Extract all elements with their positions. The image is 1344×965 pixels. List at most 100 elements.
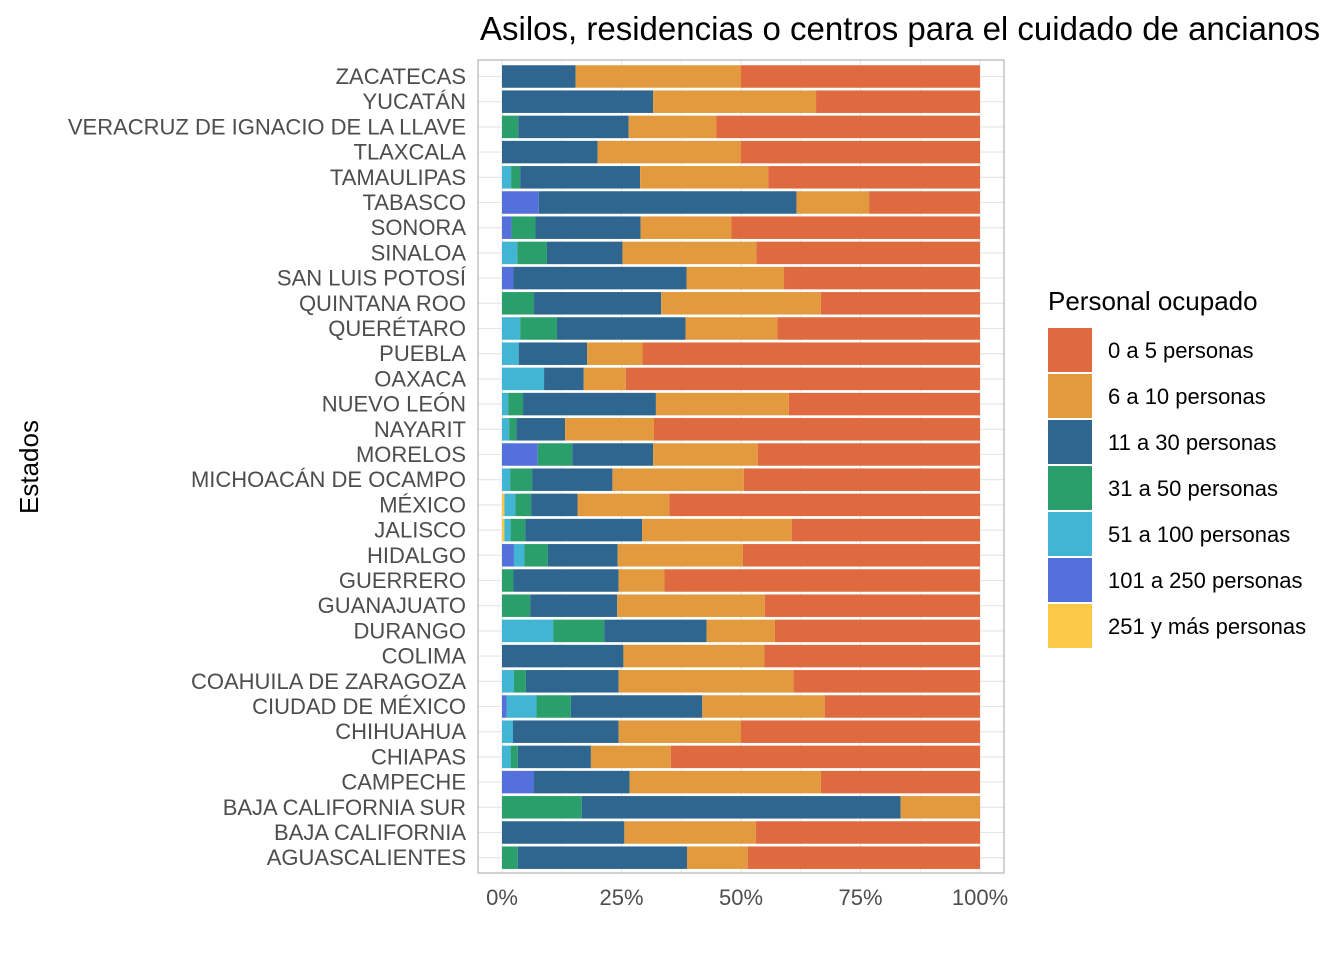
bar-segment (535, 216, 641, 239)
legend-label: 51 a 100 personas (1108, 522, 1290, 547)
legend-swatch (1048, 512, 1092, 556)
bar-segment (510, 745, 518, 769)
y-tick-label: CAMPECHE (341, 770, 466, 795)
bar-segment (502, 821, 625, 844)
y-tick-label: NUEVO LEÓN (322, 392, 466, 417)
bar-segment (553, 619, 605, 643)
bar-segment (625, 367, 980, 391)
panel-border (477, 59, 1005, 874)
bar-segment (743, 468, 980, 491)
bar-segment (512, 720, 619, 743)
bar-segment (502, 745, 511, 769)
bar-segment (764, 594, 980, 617)
bar-segment (623, 644, 765, 668)
bar-segment (502, 770, 535, 794)
y-tick-label: SAN LUIS POTOSÍ (277, 266, 467, 291)
bar-segment (502, 644, 624, 668)
bar-segment (622, 241, 757, 265)
bar-segment (624, 821, 756, 844)
bar-segment (513, 569, 619, 592)
bar-segment (520, 166, 641, 189)
y-tick-label: VERACRUZ DE IGNACIO DE LA LLAVE (68, 114, 466, 139)
bar-segment (502, 846, 518, 869)
y-tick-label: TABASCO (362, 190, 466, 215)
legend-swatch (1048, 604, 1092, 648)
bar-segment (583, 367, 626, 391)
bar-segment (517, 745, 591, 769)
bar-segment (534, 292, 662, 315)
legend-swatch (1048, 420, 1092, 464)
y-tick-label: JALISCO (374, 518, 466, 543)
bar-segment (502, 619, 554, 643)
bar-segment (515, 493, 532, 517)
bar-segment (534, 770, 630, 794)
bar-segment (640, 216, 732, 239)
y-tick-label: MICHOACÁN DE OCAMPO (191, 467, 466, 492)
bar-segment (510, 468, 533, 491)
bar-segment (565, 418, 655, 441)
bar-segment (757, 443, 980, 466)
bar-segment (502, 115, 519, 139)
legend: Personal ocupado 0 a 5 personas 6 a 10 pe… (1048, 286, 1306, 648)
y-tick-label: BAJA CALIFORNIA (274, 820, 466, 845)
bar-segment (502, 216, 512, 239)
y-tick-label: MÉXICO (379, 492, 466, 517)
bar-segment (816, 90, 980, 113)
bar-segment (502, 594, 531, 617)
y-tick-label: MORELOS (356, 442, 466, 467)
bar-segment (685, 317, 778, 340)
bar-segment (556, 317, 686, 340)
bar-segment (774, 619, 980, 643)
bar-segment (629, 770, 821, 794)
bar-segment (513, 266, 687, 290)
y-tick-label: NAYARIT (374, 417, 466, 442)
x-tick-label: 25% (599, 885, 643, 910)
bar-segment (793, 670, 980, 693)
legend-swatch (1048, 328, 1092, 372)
y-axis-title: Estados (14, 420, 44, 514)
bar-segment (502, 140, 598, 164)
bar-segment (524, 544, 548, 567)
legend-swatch (1048, 558, 1092, 602)
bar-segment (502, 468, 511, 491)
bar-segment (756, 241, 980, 265)
bar-segment (518, 115, 629, 139)
bar-segment (502, 670, 514, 693)
bar-segment (824, 695, 980, 718)
bar-segment (502, 241, 518, 265)
bar-segment (741, 65, 980, 88)
bar-segment (502, 191, 539, 214)
bar-segment (796, 191, 870, 214)
bar-segment (538, 191, 797, 214)
bar-segment (516, 418, 566, 441)
bar-segment (518, 342, 588, 365)
y-tick-label: PUEBLA (379, 341, 466, 366)
bar-segment (509, 418, 517, 441)
legend-swatch (1048, 466, 1092, 510)
bar-segment (820, 292, 980, 315)
bar-segment (502, 342, 519, 365)
bar-segment (654, 418, 980, 441)
bar-segment (508, 392, 524, 416)
bar-segment (536, 695, 571, 718)
y-tick-label: QUINTANA ROO (299, 291, 466, 316)
bar-segment (530, 594, 618, 617)
bar-segment (618, 720, 741, 743)
bar-segment (570, 695, 703, 718)
legend-label: 251 y más personas (1108, 614, 1306, 639)
bar-segment (653, 443, 758, 466)
y-tick-label: CIUDAD DE MÉXICO (252, 694, 466, 719)
y-tick-label: COAHUILA DE ZARAGOZA (191, 669, 466, 694)
y-tick-label: GUERRERO (339, 568, 466, 593)
bar-segment (742, 544, 980, 567)
bar-segment (604, 619, 707, 643)
bar-segment (590, 745, 671, 769)
bar-segment (617, 594, 765, 617)
bar-segment (525, 518, 643, 542)
bar-segment (686, 266, 785, 290)
bar-segment (755, 821, 980, 844)
y-tick-label: GUANAJUATO (318, 593, 466, 618)
y-tick-label: ZACATECAS (336, 64, 466, 89)
bar-segment (716, 115, 980, 139)
